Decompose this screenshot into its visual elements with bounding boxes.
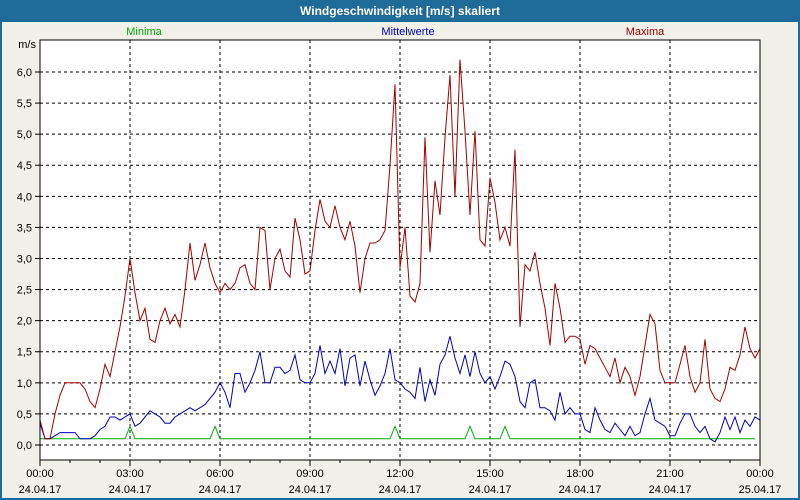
x-tick-date-label: 24.04.17 <box>199 484 242 496</box>
legend-minima: Minima <box>126 26 162 38</box>
y-tick-label: 3,0 <box>17 253 32 265</box>
plot-area <box>40 40 760 460</box>
y-tick-label: 0,5 <box>17 409 32 421</box>
x-tick-date-label: 24.04.17 <box>19 484 62 496</box>
y-tick-label: 5,0 <box>17 129 32 141</box>
window-title: Windgeschwindigkeit [m/s] skaliert <box>300 4 500 18</box>
x-tick-time-label: 06:00 <box>206 468 234 480</box>
x-tick-time-label: 21:00 <box>656 468 684 480</box>
y-tick-label: 6,0 <box>17 67 32 79</box>
series-mittelwerte <box>39 336 761 443</box>
y-tick-label: 4,5 <box>17 160 32 172</box>
y-tick-label: 2,5 <box>17 285 32 297</box>
x-tick-date-label: 24.04.17 <box>559 484 602 496</box>
x-tick-date-label: 24.04.17 <box>649 484 692 496</box>
x-tick-time-label: 00:00 <box>746 468 774 480</box>
x-tick-time-label: 09:00 <box>296 468 324 480</box>
x-tick-time-label: 12:00 <box>386 468 414 480</box>
y-tick-label: 3,5 <box>17 222 32 234</box>
y-tick-label: 0,0 <box>17 440 32 452</box>
x-tick-date-label: 25.04.17 <box>739 484 782 496</box>
x-tick-date-label: 24.04.17 <box>469 484 512 496</box>
y-tick-label: 5,5 <box>17 98 32 110</box>
x-tick-time-label: 00:00 <box>26 468 54 480</box>
series-maxima <box>39 59 761 440</box>
x-tick-date-label: 24.04.17 <box>289 484 332 496</box>
plot-border <box>39 39 761 461</box>
series-minima <box>40 424 755 440</box>
y-tick-label: 1,0 <box>17 378 32 390</box>
x-tick-time-label: 18:00 <box>566 468 594 480</box>
legend-mittelwerte: Mittelwerte <box>381 26 435 38</box>
x-tick-date-label: 24.04.17 <box>379 484 422 496</box>
title-bar: Windgeschwindigkeit [m/s] skaliert <box>2 0 798 22</box>
x-tick-time-label: 03:00 <box>116 468 144 480</box>
y-tick-label: 4,0 <box>17 191 32 203</box>
y-tick-label: 1,5 <box>17 347 32 359</box>
x-tick-date-label: 24.04.17 <box>109 484 152 496</box>
legend-maxima: Maxima <box>625 26 665 38</box>
x-tick-time-label: 15:00 <box>476 468 504 480</box>
y-tick-label: 2,0 <box>17 316 32 328</box>
y-axis-unit-label: m/s <box>18 39 36 51</box>
